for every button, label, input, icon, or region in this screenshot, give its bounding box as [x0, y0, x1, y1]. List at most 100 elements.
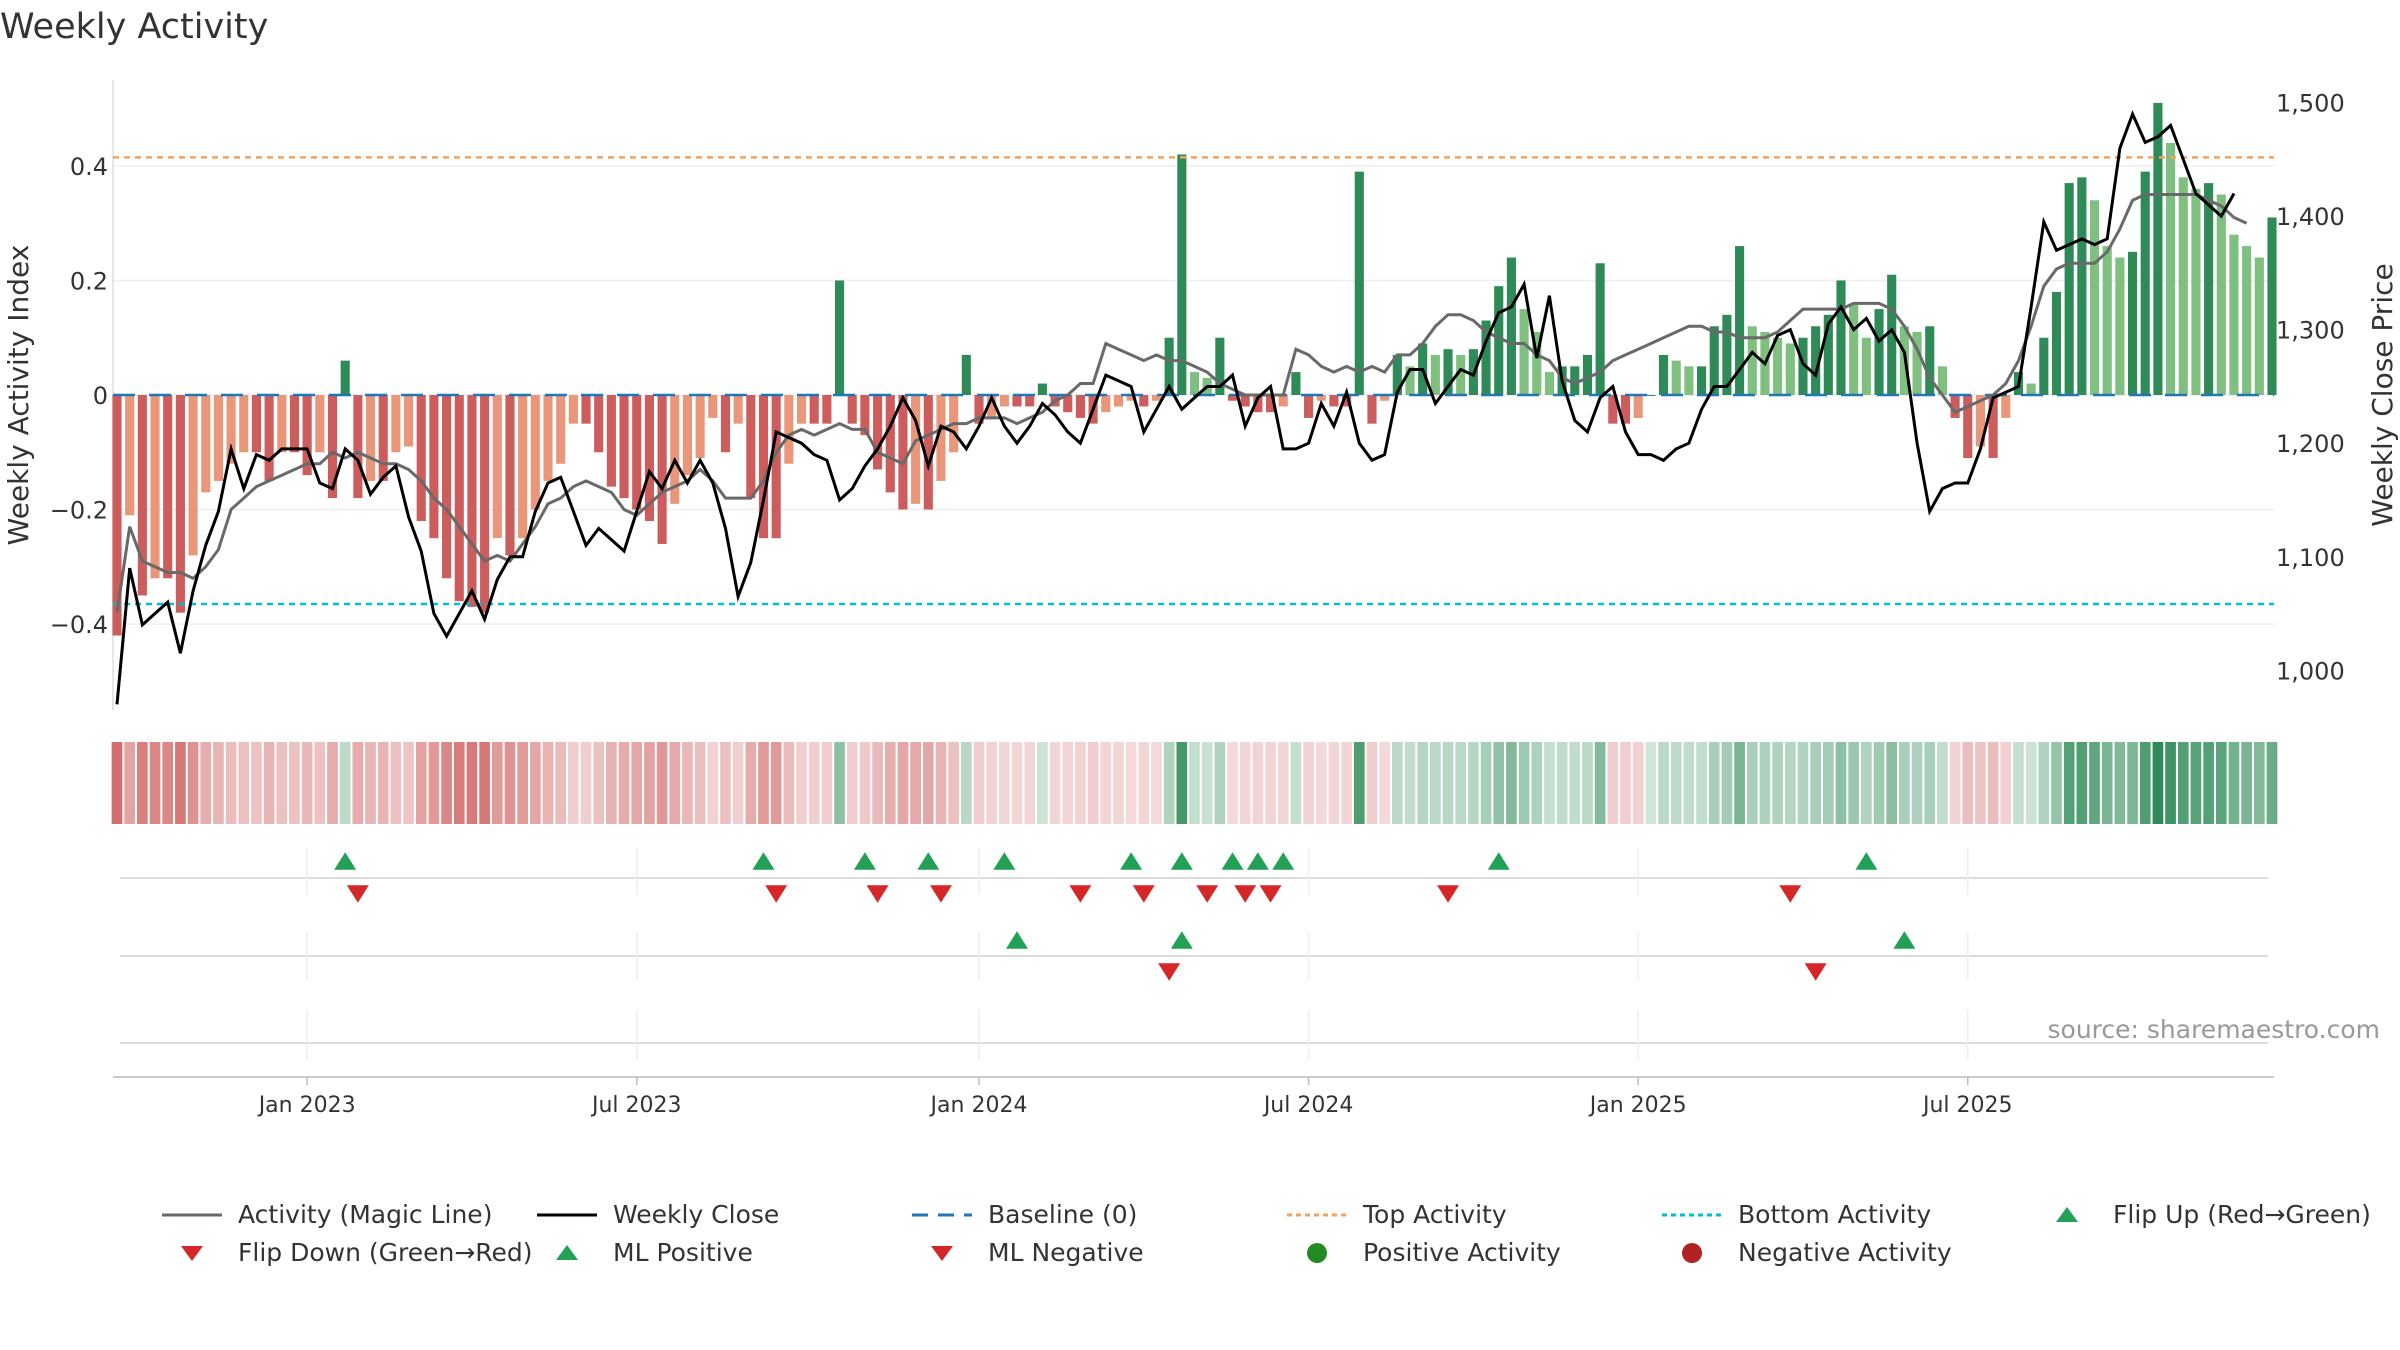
activity-bar: [1113, 395, 1124, 407]
heat-cell: [720, 742, 731, 824]
activity-bar: [454, 395, 464, 602]
flip-down-marker: [1196, 885, 1219, 903]
activity-bar: [2267, 217, 2277, 395]
heat-cell: [796, 742, 807, 824]
heat-cell: [314, 742, 326, 824]
x-tick-labels: Jan 2023 Jul 2023 Jan 2024 Jul 2024 Jan 2025…: [257, 1077, 2013, 1118]
activity-bar: [1253, 395, 1263, 413]
activity-bar: [2191, 188, 2201, 395]
flip-markers: [334, 852, 1878, 903]
x-tick-label: Jul 2023: [590, 1093, 682, 1118]
heat-cell: [2063, 742, 2075, 824]
legend-symbol-icon: [910, 1202, 988, 1228]
heat-cell: [1303, 742, 1314, 824]
heat-cell: [2253, 742, 2265, 824]
heat-cell: [517, 742, 528, 824]
ml-positive-marker: [1170, 931, 1193, 949]
heat-cell: [1049, 742, 1061, 824]
activity-bar: [1265, 395, 1276, 413]
heat-cell: [2127, 742, 2138, 824]
heat-cell: [872, 742, 883, 824]
heat-cell: [1924, 742, 1936, 824]
flip-up-marker: [334, 852, 357, 870]
heat-cell: [783, 742, 795, 824]
legend-item: Flip Down (Green→Red): [160, 1238, 533, 1267]
activity-bar: [315, 395, 325, 453]
activity-bar: [1063, 395, 1073, 413]
flip-up-marker: [752, 852, 775, 870]
heat-cell: [162, 742, 174, 824]
activity-bar: [137, 395, 147, 596]
activity-bar: [365, 395, 376, 481]
heat-cell: [327, 742, 338, 824]
legend-label: Top Activity: [1363, 1200, 1507, 1229]
activity-bar: [1405, 366, 1415, 395]
flip-up-marker: [1120, 852, 1143, 870]
activity-bar: [1671, 360, 1681, 395]
activity-bar: [809, 395, 819, 424]
flip-down-marker: [1069, 885, 1092, 903]
activity-bar: [543, 395, 553, 481]
heat-cell: [1290, 742, 1302, 824]
ml-negative-marker: [1804, 963, 1827, 981]
heat-cell: [580, 742, 592, 824]
heat-cell: [897, 742, 909, 824]
activity-bar: [1595, 263, 1605, 395]
heat-cell: [2089, 742, 2100, 824]
heat-cell: [1024, 742, 1036, 824]
flip-up-marker: [1246, 852, 1269, 870]
activity-bar: [1963, 395, 1973, 458]
heat-cell: [1645, 742, 1657, 824]
heat-cell: [187, 742, 199, 824]
activity-bar: [2039, 337, 2049, 395]
activity-bar: [822, 395, 832, 424]
heat-cell: [339, 742, 351, 824]
activity-bar: [340, 360, 350, 395]
x-tick-label: Jul 2025: [1921, 1093, 2013, 1118]
legend-symbol-icon: [535, 1240, 613, 1266]
heat-cell: [2139, 742, 2151, 824]
activity-bar: [758, 395, 769, 539]
legend-label: Flip Up (Red→Green): [2113, 1200, 2371, 1229]
heat-cell: [1797, 742, 1809, 824]
activity-bar: [1506, 257, 1516, 395]
activity-bar: [416, 395, 426, 521]
activity-bar: [1240, 395, 1250, 407]
heat-cell: [2076, 742, 2088, 824]
heat-cell: [618, 742, 630, 824]
activity-bar: [1811, 326, 1821, 395]
x-tick-label: Jan 2023: [257, 1093, 356, 1118]
activity-bar: [1912, 332, 1922, 395]
activity-bar: [1887, 274, 1897, 395]
heat-cell: [251, 742, 262, 824]
heat-cell: [1506, 742, 1517, 824]
legend-label: Baseline (0): [988, 1200, 1138, 1229]
activity-bar: [1709, 326, 1719, 395]
activity-bar: [2077, 177, 2087, 395]
heat-cell: [1899, 742, 1910, 824]
activity-bar: [1735, 246, 1745, 395]
heat-cell: [568, 742, 579, 824]
y2-tick-label: 1,300: [2276, 317, 2345, 345]
activity-bar: [1582, 354, 1593, 395]
heat-cell: [1848, 742, 1860, 824]
heat-cell: [1975, 742, 1986, 824]
activity-bar: [378, 395, 388, 481]
y2-tick-label: 1,400: [2276, 203, 2345, 231]
legend-label: ML Negative: [988, 1238, 1144, 1267]
activity-bar: [1925, 326, 1935, 395]
activity-bar: [847, 395, 857, 424]
activity-bar: [1304, 395, 1314, 418]
heat-cell: [1683, 742, 1695, 824]
activity-bar: [1329, 395, 1339, 407]
activity-bar: [911, 395, 921, 504]
activity-bar: [1430, 354, 1440, 395]
activity-bar: [632, 395, 642, 510]
heat-cell: [631, 742, 643, 824]
activity-bar: [1658, 354, 1669, 395]
activity-bar: [568, 395, 578, 424]
y-axis-title: Weekly Activity Index: [2, 245, 35, 546]
heat-cell: [365, 742, 376, 824]
heat-cell: [1987, 742, 1999, 824]
activity-bar: [1988, 395, 1998, 458]
